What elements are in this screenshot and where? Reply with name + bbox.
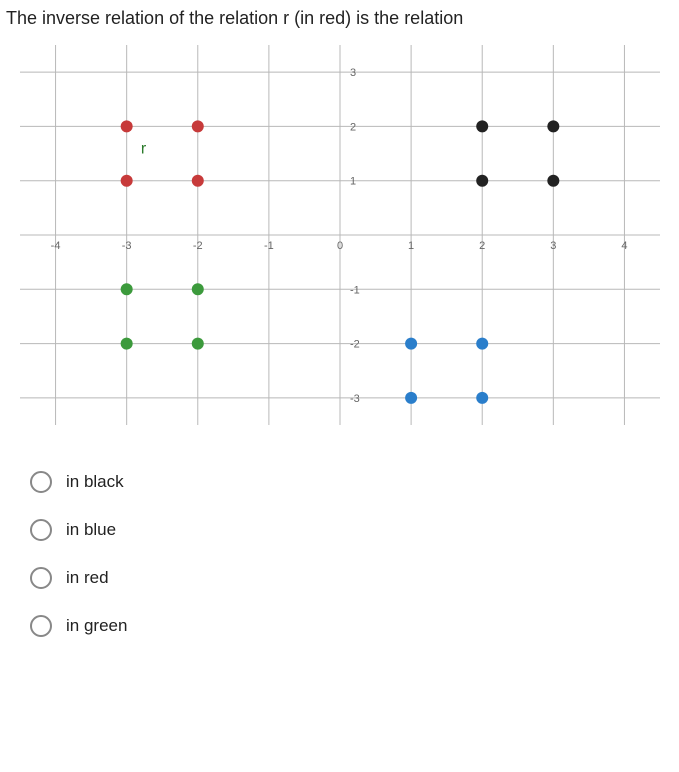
svg-text:r: r (140, 141, 146, 158)
svg-text:0: 0 (336, 240, 342, 252)
question-text: The inverse relation of the relation r (… (0, 0, 679, 45)
option-label: in blue (66, 520, 116, 540)
chart-svg: -4 -3 -2 -1 0 1 2 3 4 -3 -2 -1 1 2 3 r (20, 45, 660, 425)
svg-text:1: 1 (350, 176, 356, 188)
option-in-red[interactable]: in red (30, 567, 679, 589)
svg-text:3: 3 (350, 67, 356, 79)
svg-text:4: 4 (621, 240, 627, 252)
option-in-black[interactable]: in black (30, 471, 679, 493)
radio-icon[interactable] (30, 567, 52, 589)
svg-text:3: 3 (550, 240, 556, 252)
svg-text:-2: -2 (350, 339, 360, 351)
radio-icon[interactable] (30, 471, 52, 493)
option-in-blue[interactable]: in blue (30, 519, 679, 541)
option-label: in black (66, 472, 124, 492)
svg-text:-3: -3 (121, 240, 131, 252)
svg-text:-1: -1 (263, 240, 273, 252)
svg-text:2: 2 (350, 121, 356, 133)
option-label: in green (66, 616, 127, 636)
answer-options: in black in blue in red in green (0, 449, 679, 637)
coordinate-chart: -4 -3 -2 -1 0 1 2 3 4 -3 -2 -1 1 2 3 r (20, 45, 660, 425)
svg-text:2: 2 (479, 240, 485, 252)
svg-text:1: 1 (408, 240, 414, 252)
svg-text:-1: -1 (350, 284, 360, 296)
svg-text:-3: -3 (350, 393, 360, 405)
radio-icon[interactable] (30, 519, 52, 541)
option-label: in red (66, 568, 109, 588)
option-in-green[interactable]: in green (30, 615, 679, 637)
radio-icon[interactable] (30, 615, 52, 637)
svg-text:-4: -4 (50, 240, 60, 252)
svg-text:-2: -2 (192, 240, 202, 252)
